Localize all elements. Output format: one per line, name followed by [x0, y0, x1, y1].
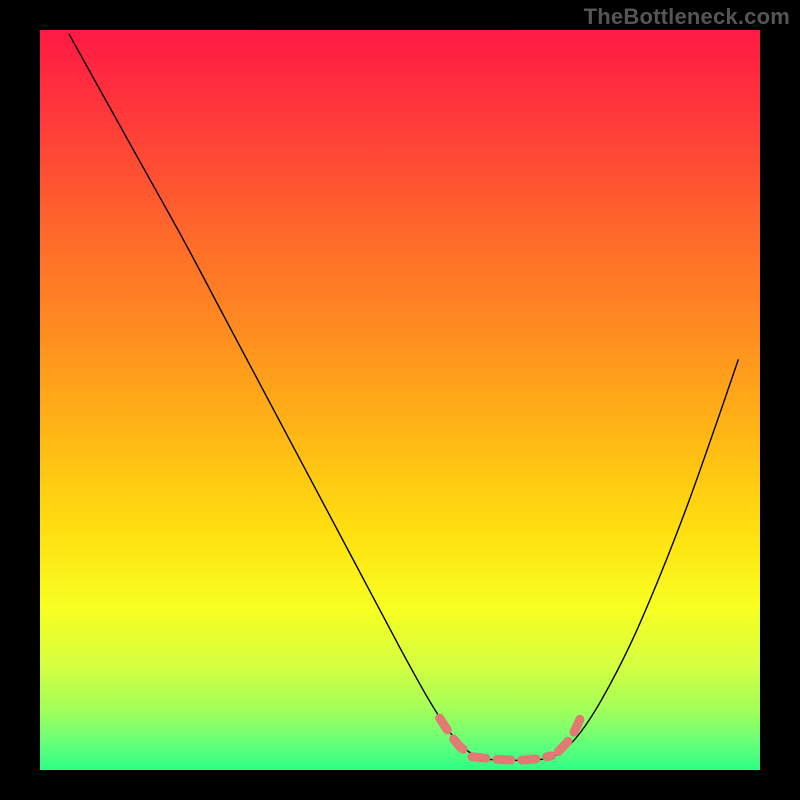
bottleneck-curve-chart	[0, 0, 800, 800]
valley-highlight-segment-1	[472, 756, 551, 760]
chart-stage: TheBottleneck.com	[0, 0, 800, 800]
chart-background-gradient	[40, 30, 760, 770]
watermark-text: TheBottleneck.com	[584, 4, 790, 30]
